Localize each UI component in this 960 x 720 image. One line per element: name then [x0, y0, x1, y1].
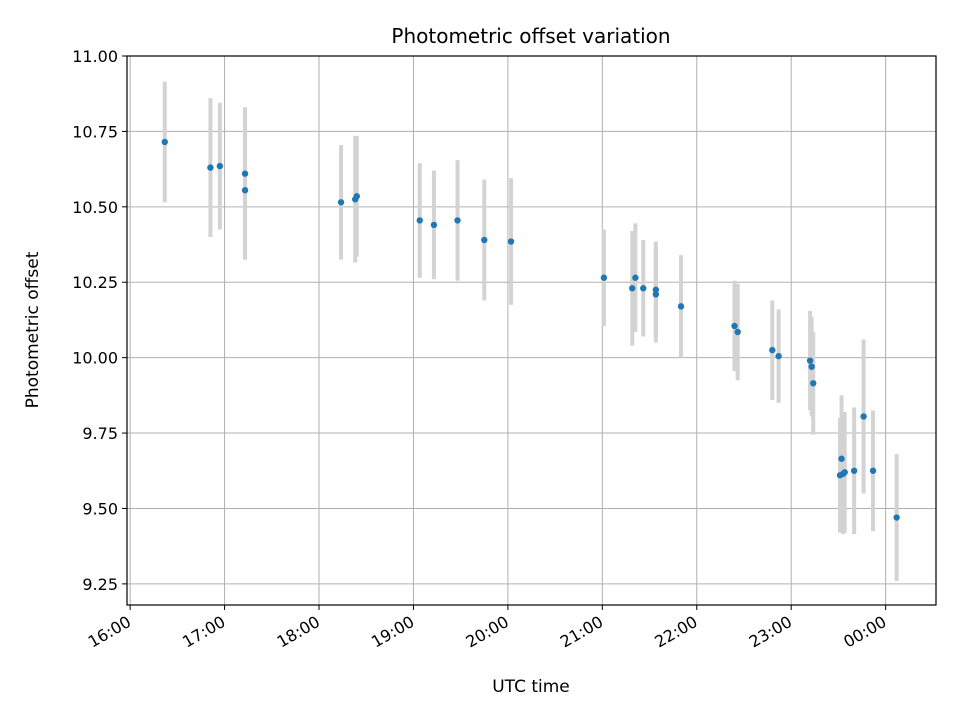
data-point [454, 217, 461, 224]
data-point [507, 238, 515, 245]
data-point [216, 162, 224, 170]
y-tick-label: 10.50 [72, 198, 118, 217]
data-point [207, 164, 214, 171]
point-layer [161, 138, 900, 521]
y-tick-label: 10.25 [72, 273, 118, 292]
x-axis-title: UTC time [492, 677, 570, 697]
data-point [241, 170, 249, 177]
data-point [810, 380, 817, 387]
data-point [353, 193, 360, 200]
data-point [629, 285, 636, 292]
data-point [850, 467, 858, 474]
data-point [841, 469, 848, 476]
y-tick-label: 10.75 [72, 122, 118, 141]
data-point [734, 328, 741, 336]
data-point [652, 286, 660, 293]
data-point [640, 285, 647, 292]
data-point [838, 455, 845, 462]
data-point [769, 346, 776, 354]
y-axis-ticks: 9.25 9.50 9.75 10.00 10.25 10.50 10.75 11.00 [72, 47, 127, 594]
y-tick-label: 9.75 [82, 424, 118, 443]
data-point [808, 363, 815, 370]
data-point [869, 467, 877, 474]
data-point [652, 291, 660, 298]
data-point [677, 303, 685, 310]
data-point [731, 322, 738, 330]
data-point [860, 413, 867, 420]
data-point [775, 352, 782, 360]
y-tick-label: 9.25 [82, 575, 118, 594]
data-point [600, 274, 608, 281]
data-point [806, 357, 814, 364]
y-axis-title: Photometric offset [23, 251, 43, 408]
data-point [430, 221, 438, 229]
y-tick-label: 10.00 [72, 349, 118, 368]
data-point [481, 236, 488, 244]
data-point [161, 138, 168, 146]
y-tick-label: 11.00 [72, 47, 118, 66]
plot-frame [126, 55, 937, 606]
data-point [893, 514, 900, 521]
data-point [632, 274, 639, 281]
chart-title: Photometric offset variation [391, 24, 670, 48]
data-point [416, 217, 423, 224]
data-point [241, 187, 249, 194]
y-tick-label: 9.50 [82, 499, 118, 518]
data-point [337, 199, 345, 206]
